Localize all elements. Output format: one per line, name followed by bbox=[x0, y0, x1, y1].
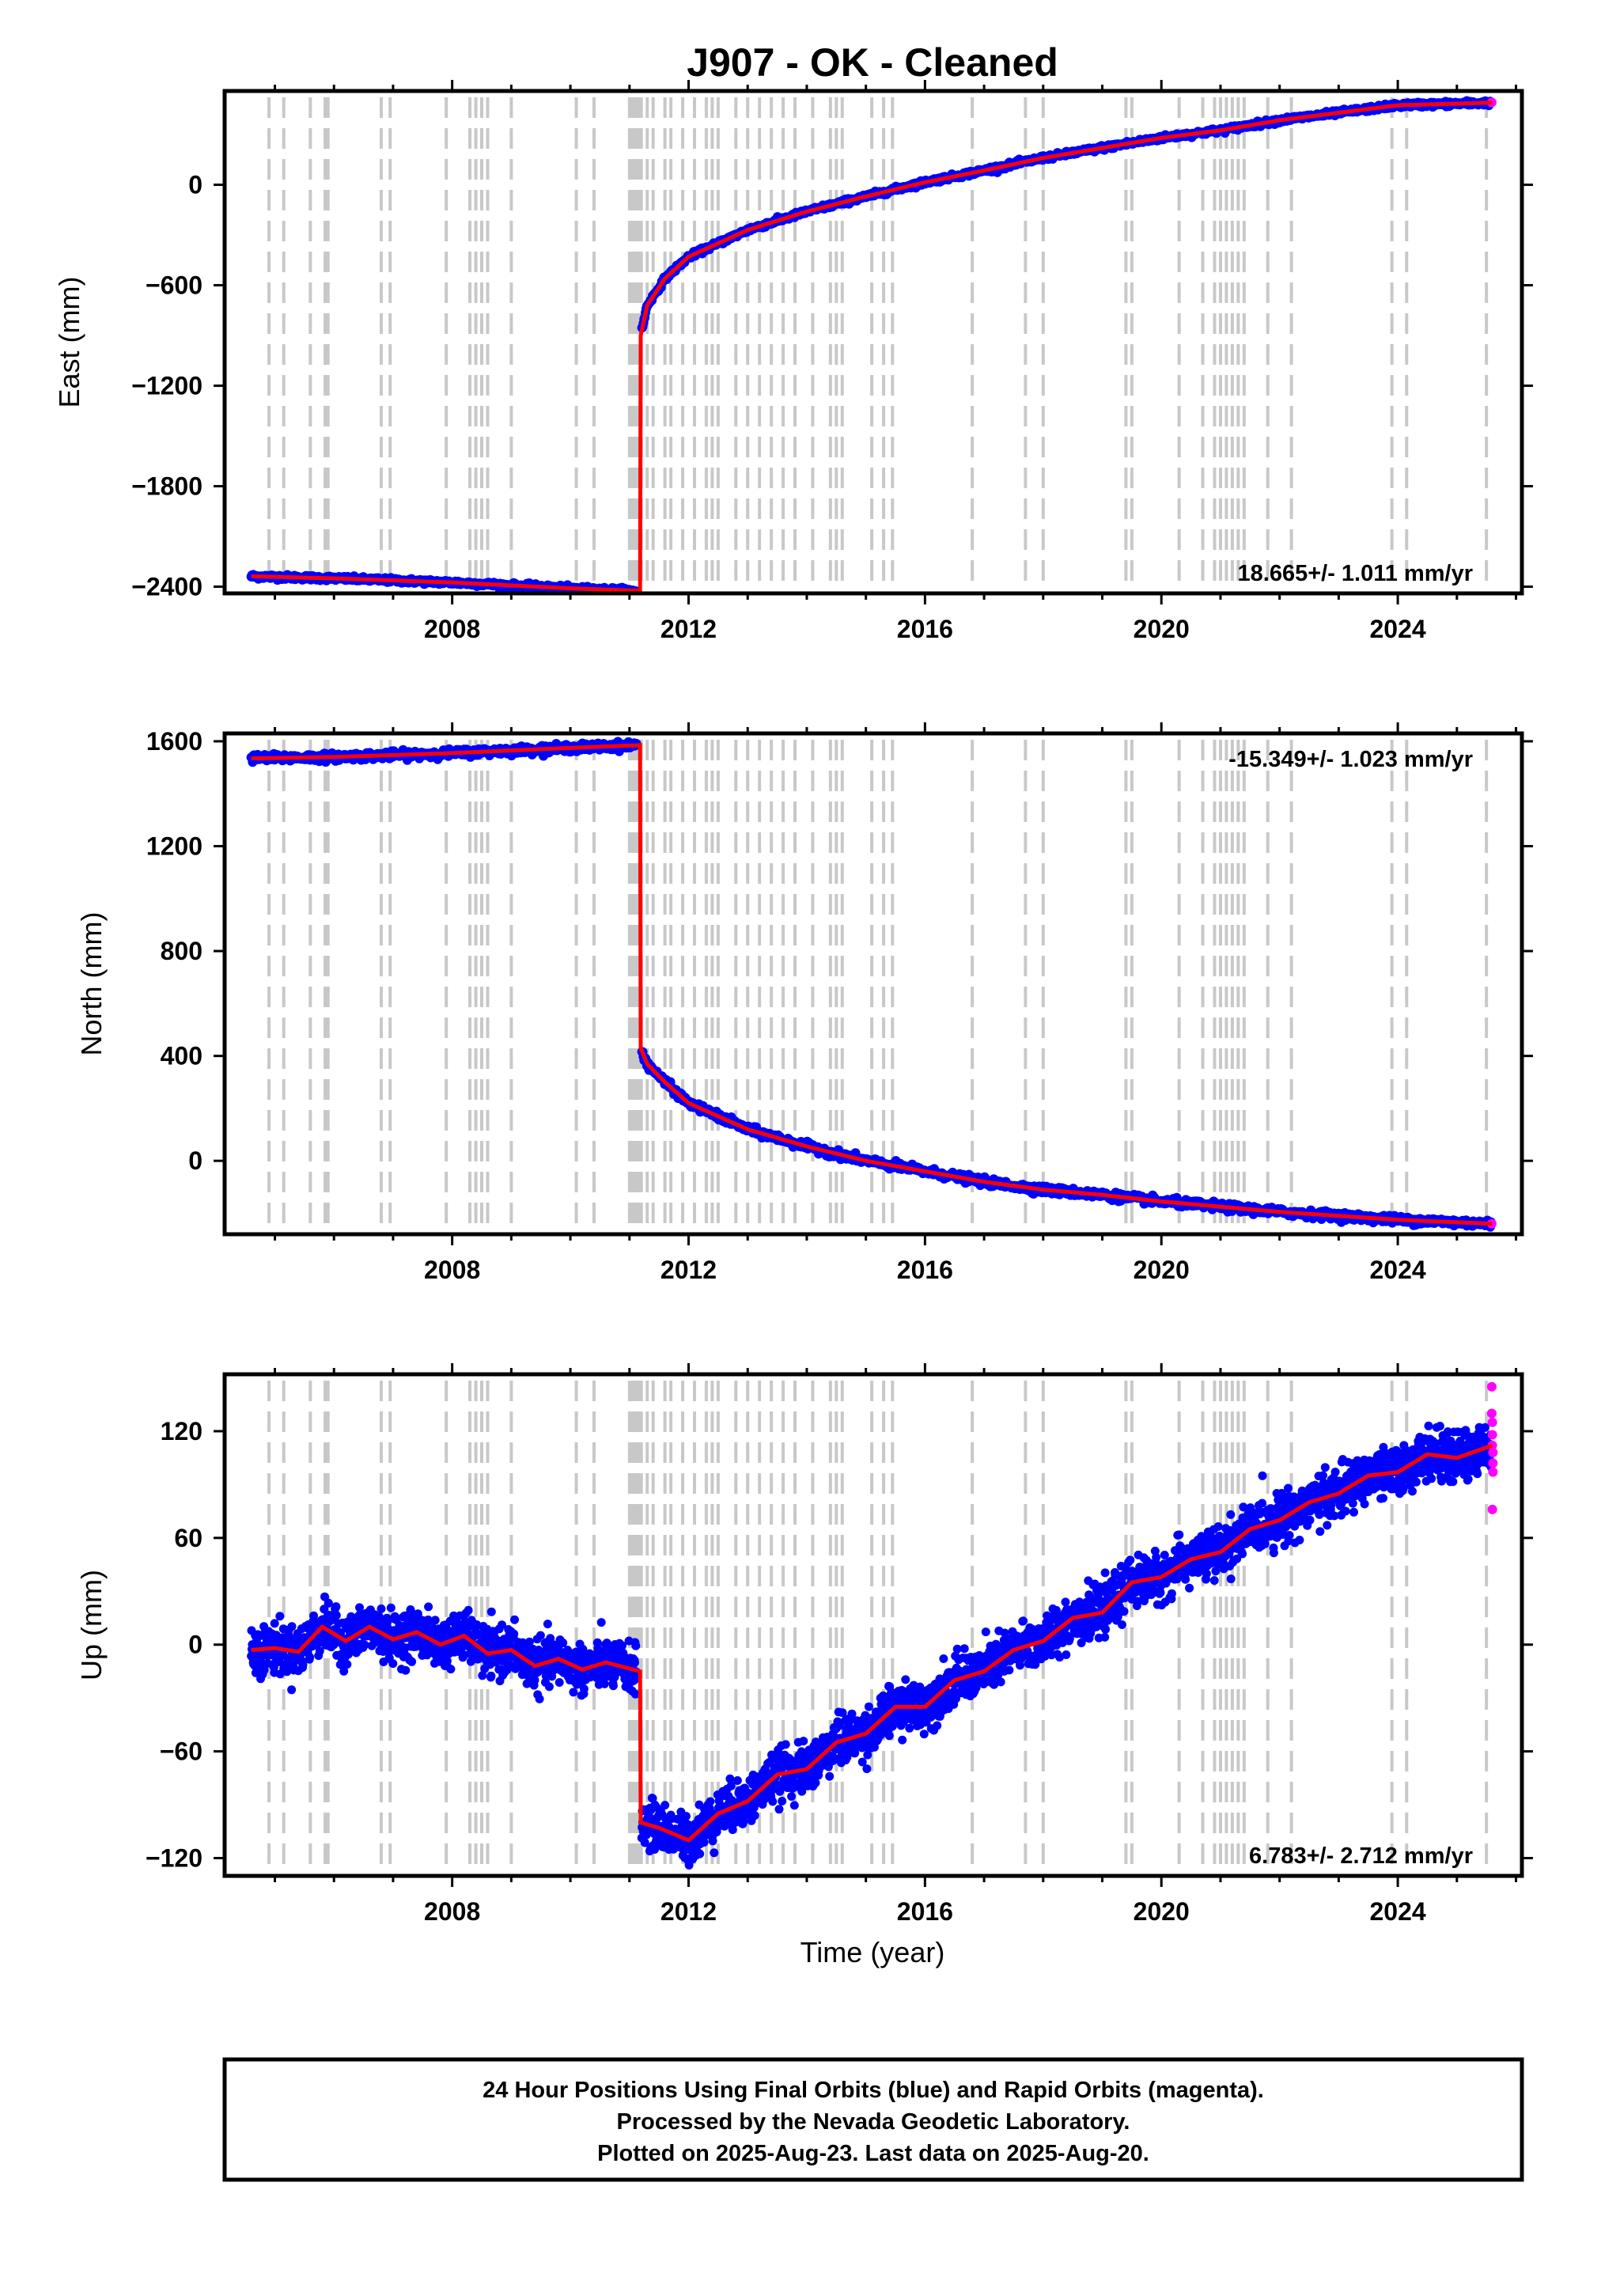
final-orbit-point bbox=[630, 1658, 639, 1667]
final-orbit-point bbox=[543, 1620, 552, 1629]
final-orbit-point bbox=[259, 1665, 269, 1675]
final-orbit-point bbox=[287, 1685, 297, 1695]
plot-title: J907 - OK - Cleaned bbox=[687, 40, 1058, 85]
final-orbit-point bbox=[343, 1660, 352, 1669]
y-tick-label: 0 bbox=[188, 171, 202, 199]
final-orbit-point bbox=[558, 1639, 568, 1647]
event-lines bbox=[267, 97, 1489, 590]
final-orbit-point bbox=[377, 1604, 386, 1613]
east-panel: 2008 2012 2016 2020 2024 0 −600 −1200 −1800 −2400… bbox=[53, 80, 1533, 643]
y-tick-label: 1200 bbox=[146, 832, 202, 861]
final-orbit-point bbox=[442, 1656, 452, 1665]
final-orbit-point bbox=[530, 1676, 539, 1685]
final-orbit-point bbox=[498, 1620, 506, 1630]
y-tick-label: −600 bbox=[146, 271, 202, 300]
x-tick-label: 2008 bbox=[424, 1256, 480, 1284]
final-orbit-point bbox=[536, 1631, 545, 1640]
final-orbit-point bbox=[600, 1679, 609, 1688]
x-tick-label: 2016 bbox=[897, 615, 953, 643]
final-orbit-point bbox=[535, 1694, 544, 1703]
final-orbit-point bbox=[324, 1598, 333, 1608]
final-orbit-point bbox=[596, 1618, 606, 1627]
final-orbit-point bbox=[446, 1665, 456, 1674]
final-orbit-point bbox=[618, 1641, 626, 1650]
y-tick-label: −1200 bbox=[131, 372, 202, 400]
final-orbit-point bbox=[472, 1620, 482, 1630]
x-tick-label: 2024 bbox=[1370, 615, 1426, 643]
final-orbit-point bbox=[256, 1658, 266, 1666]
final-orbit-point bbox=[510, 1615, 519, 1624]
y-tick-label: −1800 bbox=[131, 472, 202, 501]
final-orbit-point bbox=[251, 1668, 260, 1677]
final-orbit-point bbox=[524, 1637, 534, 1646]
final-orbit-point bbox=[544, 1682, 554, 1692]
final-orbit-point bbox=[315, 1646, 324, 1656]
y-tick-label: 400 bbox=[161, 1042, 202, 1070]
final-orbit-point bbox=[509, 1629, 519, 1639]
final-orbit-point bbox=[360, 1640, 369, 1650]
final-orbit-point bbox=[430, 1616, 440, 1625]
final-orbit-point bbox=[388, 1659, 398, 1669]
final-orbit-point bbox=[478, 1671, 487, 1680]
final-orbit-point bbox=[320, 1592, 329, 1601]
final-orbit-point bbox=[554, 1678, 564, 1687]
final-orbit-point bbox=[401, 1665, 411, 1675]
final-orbit-point bbox=[386, 1603, 396, 1612]
final-orbit-point bbox=[339, 1666, 349, 1676]
final-orbit-point bbox=[287, 1622, 297, 1631]
final-orbit-point bbox=[275, 1612, 285, 1621]
x-tick-label: 2024 bbox=[1370, 1256, 1426, 1284]
final-orbit-point bbox=[522, 1679, 532, 1688]
plot-frame bbox=[222, 89, 1524, 596]
final-orbit-point bbox=[486, 1671, 496, 1680]
model-line bbox=[251, 100, 1493, 593]
final-orbit-point bbox=[630, 1689, 640, 1699]
x-tick-label: 2016 bbox=[897, 1256, 953, 1284]
x-tick-label: 2008 bbox=[424, 615, 480, 643]
x-tick-label: 2012 bbox=[660, 1256, 717, 1284]
final-orbit-point bbox=[331, 1611, 341, 1620]
final-orbit-point bbox=[270, 1619, 279, 1628]
rate-label: -15.349+/- 1.023 mm/yr bbox=[1228, 747, 1473, 772]
final-orbit-point bbox=[579, 1684, 589, 1694]
y-tick-label: −2400 bbox=[131, 573, 202, 601]
y-tick-label: 1600 bbox=[146, 727, 202, 756]
plot-frame bbox=[222, 731, 1524, 1237]
y-tick-label: 800 bbox=[161, 937, 202, 965]
model-line bbox=[251, 743, 1493, 1226]
final-orbit-point bbox=[305, 1653, 315, 1661]
y-tick-label: 0 bbox=[188, 1146, 202, 1175]
final-orbit-point bbox=[309, 1611, 318, 1620]
y-axis-label: East (mm) bbox=[53, 277, 85, 408]
x-tick-label: 2020 bbox=[1134, 615, 1190, 643]
final-orbit-point bbox=[331, 1602, 341, 1612]
final-orbit-point bbox=[407, 1657, 417, 1666]
y-axis-label: North (mm) bbox=[75, 912, 108, 1056]
final-orbit-point bbox=[298, 1660, 308, 1669]
event-lines bbox=[267, 1381, 1489, 1873]
final-orbit-point bbox=[424, 1602, 433, 1612]
rate-label: 18.665+/- 1.011 mm/yr bbox=[1238, 561, 1473, 586]
x-tick-label: 2020 bbox=[1134, 1256, 1190, 1284]
final-orbit-point bbox=[486, 1607, 496, 1616]
north-panel: 2008 2012 2016 2020 2024 1600 1200 800 400 0 North… bbox=[75, 722, 1533, 1284]
final-orbit-point bbox=[608, 1681, 618, 1691]
x-tick-label: 2012 bbox=[660, 615, 717, 643]
final-orbit-point bbox=[569, 1688, 578, 1697]
event-lines bbox=[267, 740, 1489, 1231]
final-orbit-point bbox=[464, 1605, 473, 1615]
final-orbit-point bbox=[631, 1641, 641, 1650]
